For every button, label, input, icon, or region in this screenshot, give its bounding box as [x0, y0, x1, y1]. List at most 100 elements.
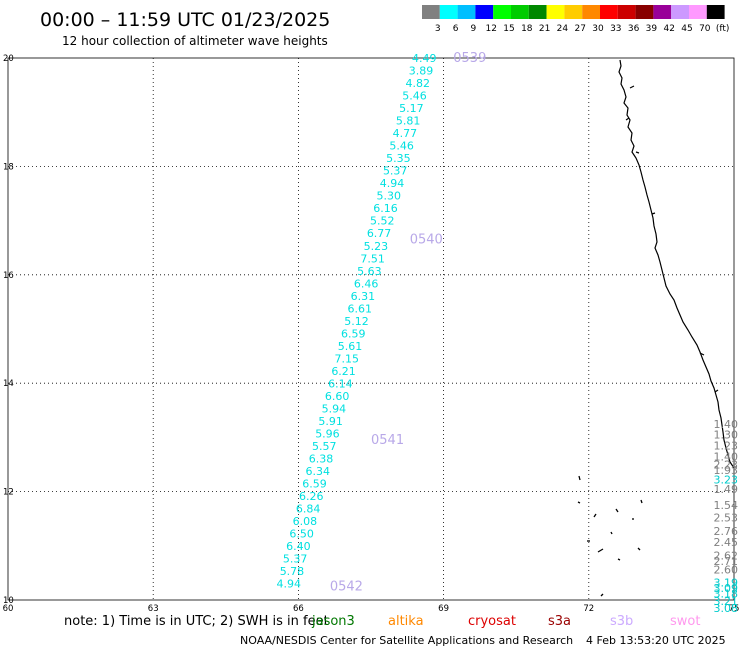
wave-height-value: 6.21 — [331, 365, 356, 378]
edge-wave-value: 2.23 — [714, 459, 739, 472]
scale-swatch — [546, 5, 565, 19]
wave-height-value: 6.84 — [296, 503, 321, 516]
scale-swatch — [457, 5, 476, 19]
wave-height-value: 4.82 — [406, 77, 431, 90]
wave-height-value: 5.35 — [386, 152, 411, 165]
credit-text: NOAA/NESDIS Center for Satellite Applica… — [240, 634, 573, 647]
lat-tick-label: 12 — [3, 488, 14, 498]
scale-label: 3 — [435, 24, 441, 34]
pass-labels: 0539 0540 0541 0542 — [330, 51, 487, 594]
wave-height-value: 5.96 — [315, 428, 340, 441]
scale-label: 45 — [681, 24, 692, 34]
edge-wave-value: 2.60 — [714, 564, 739, 577]
wave-height-value: 3.89 — [409, 65, 434, 78]
satellite-legend-item: s3a — [548, 614, 571, 629]
scale-label: (ft) — [716, 24, 730, 34]
lon-tick-label: 66 — [293, 604, 304, 614]
scale-swatch — [635, 5, 654, 19]
edge-wave-value: 3.23 — [714, 474, 739, 487]
edge-wave-value: 2.62 — [714, 550, 739, 563]
wave-height-value: 6.16 — [373, 202, 398, 215]
axis-tick-labels: 60 63 66 69 72 75 20 18 16 14 12 10 — [3, 54, 740, 614]
wave-height-value: 6.59 — [341, 327, 366, 340]
scale-label: 9 — [471, 24, 477, 34]
scale-swatch — [671, 5, 689, 19]
scale-label: 12 — [485, 24, 496, 34]
wave-height-value: 5.78 — [280, 565, 305, 578]
scale-label: 15 — [503, 24, 514, 34]
edge-wave-value: 3.18 — [714, 587, 739, 600]
wave-height-value: 5.63 — [357, 265, 382, 278]
wave-height-value: 5.37 — [283, 553, 308, 566]
scale-label: 42 — [663, 24, 674, 34]
wave-height-track: 4.493.894.825.465.175.814.775.465.355.37… — [276, 52, 436, 591]
satellite-legend-item: swot — [670, 614, 700, 629]
pass-label: 0542 — [330, 579, 363, 594]
wave-height-value: 7.51 — [360, 252, 385, 265]
scale-label: 6 — [453, 24, 459, 34]
lon-tick-label: 63 — [148, 604, 159, 614]
wave-height-value: 5.52 — [370, 215, 395, 228]
edge-wave-value: 1.30 — [714, 429, 739, 442]
pass-label: 0540 — [410, 233, 443, 248]
wave-height-value: 5.57 — [312, 440, 337, 453]
edge-wave-value: 1.23 — [714, 440, 739, 453]
scale-swatch — [493, 5, 511, 19]
page-title: 00:00 – 11:59 UTC 01/23/2025 — [40, 9, 330, 31]
wave-height-value: 6.60 — [325, 390, 350, 403]
lat-tick-label: 18 — [3, 162, 14, 172]
wave-height-value: 6.34 — [306, 465, 331, 478]
satellite-legend-item: cryosat — [468, 614, 516, 629]
scale-label: 18 — [521, 24, 533, 34]
footer-note: note: 1) Time is in UTC; 2) SWH is in fe… — [64, 614, 329, 629]
edge-wave-value: 1.54 — [714, 499, 739, 512]
edge-wave-value: 1.40 — [714, 418, 739, 431]
edge-wave-value: 3.08 — [714, 602, 739, 615]
edge-wave-value: 1.93 — [714, 464, 739, 477]
wave-height-value: 4.49 — [412, 52, 437, 65]
color-scale-legend: 3 6 9 12 15 18 21 24 27 30 33 36 39 42 45 70 (ft) — [422, 5, 729, 34]
scale-swatch — [564, 5, 583, 19]
lat-tick-label: 10 — [3, 596, 14, 606]
wave-height-value: 4.94 — [380, 177, 405, 190]
edge-wave-value: 1.40 — [714, 450, 739, 463]
wave-height-value: 5.94 — [322, 402, 347, 415]
scale-swatch — [475, 5, 494, 19]
wave-height-value: 6.38 — [309, 453, 334, 466]
scale-swatch — [528, 5, 547, 19]
wave-height-value: 7.15 — [335, 352, 360, 365]
wave-height-value: 6.14 — [328, 377, 353, 390]
wave-height-value: 5.61 — [338, 340, 363, 353]
edge-wave-value: 2.53 — [714, 512, 739, 525]
scale-swatch — [582, 5, 600, 19]
wave-height-value: 5.37 — [383, 165, 408, 178]
lat-tick-label: 14 — [3, 379, 14, 389]
lon-tick-label: 75 — [729, 604, 740, 614]
wave-height-value: 5.81 — [396, 115, 421, 128]
wave-height-value: 6.61 — [347, 302, 372, 315]
wave-height-value: 6.77 — [367, 227, 392, 240]
scale-swatch — [511, 5, 529, 19]
edge-wave-value: 1.49 — [714, 483, 739, 496]
wave-height-value: 5.46 — [389, 140, 414, 153]
scale-swatch — [706, 5, 725, 19]
scale-swatch — [422, 5, 440, 19]
wave-height-value: 6.40 — [286, 540, 311, 553]
scale-swatch — [653, 5, 672, 19]
scale-label: 33 — [610, 24, 621, 34]
satellite-legend-item: s3b — [610, 614, 633, 629]
scale-label: 39 — [646, 24, 658, 34]
lon-tick-label: 69 — [438, 604, 449, 614]
lat-tick-label: 20 — [3, 54, 14, 64]
scale-swatch — [689, 5, 707, 19]
wave-height-value: 6.46 — [354, 277, 379, 290]
edge-wave-value: 2.45 — [714, 536, 739, 549]
lon-tick-label: 60 — [3, 604, 14, 614]
scale-swatch — [439, 5, 458, 19]
wave-height-value: 5.91 — [318, 415, 343, 428]
edge-wave-value: 3.21 — [714, 595, 739, 608]
timestamp-text: 4 Feb 13:53:20 UTC 2025 — [586, 634, 726, 647]
wave-height-value: 4.77 — [393, 127, 418, 140]
wave-height-value: 6.50 — [289, 528, 314, 541]
